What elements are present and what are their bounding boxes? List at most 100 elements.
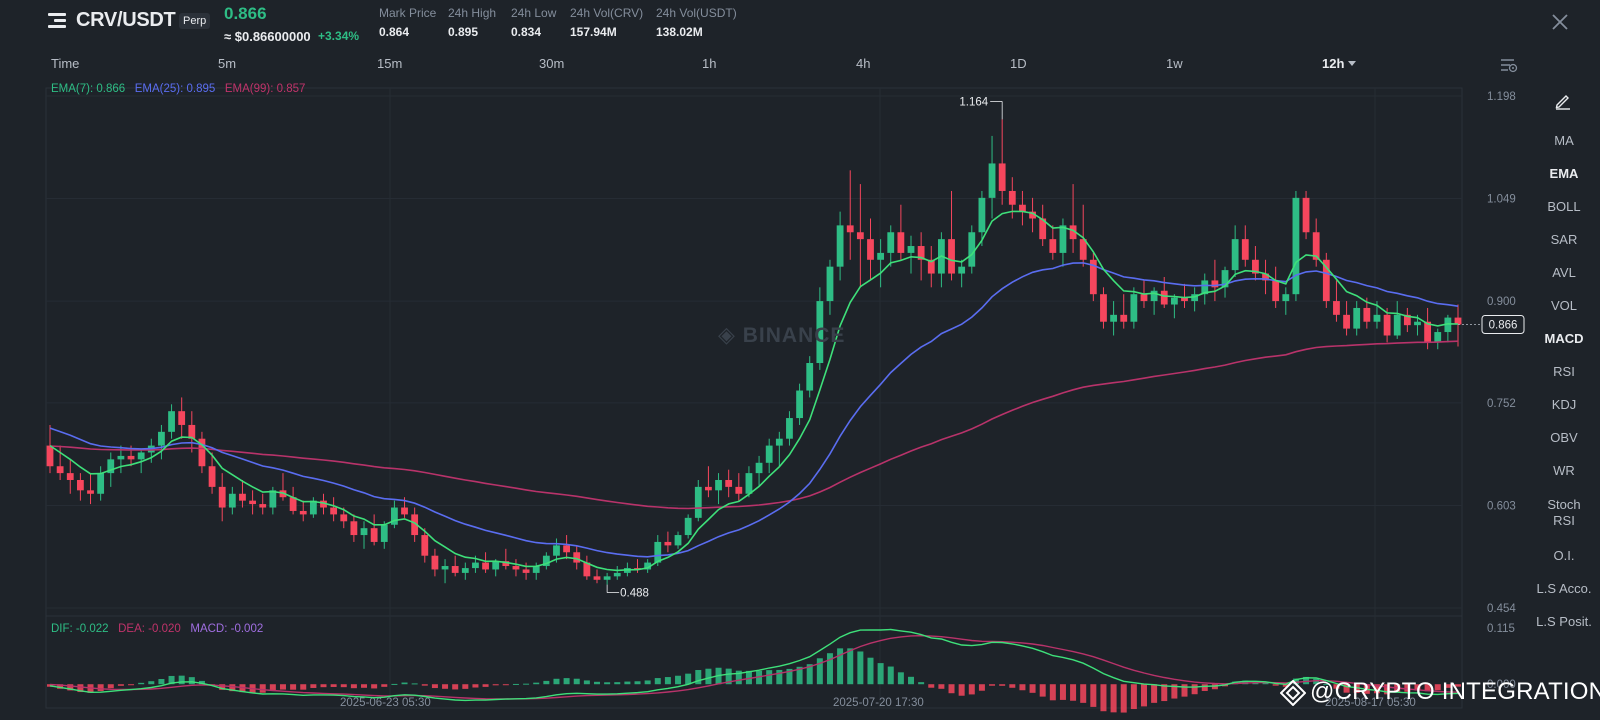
tab-4h[interactable]: 4h xyxy=(856,56,871,71)
macd-histogram-bar xyxy=(766,670,773,685)
indicator-sar[interactable]: SAR xyxy=(1550,232,1578,247)
indicator-stoch-rsi[interactable]: Stoch RSI xyxy=(1547,497,1581,528)
macd-histogram-bar xyxy=(472,684,479,688)
macd-histogram-bar xyxy=(1009,684,1016,688)
tab-15m[interactable]: 15m xyxy=(377,56,403,71)
time-axis-label: 2025-06-23 05:30 xyxy=(340,697,431,709)
candle-body xyxy=(228,493,236,508)
stat-label: 24h Vol(USDT) xyxy=(656,6,737,20)
macd-histogram-bar xyxy=(1333,684,1340,689)
indicator-rsi[interactable]: RSI xyxy=(1553,364,1575,379)
tab-time[interactable]: Time xyxy=(51,56,80,71)
macd-histogram-bar xyxy=(1353,684,1360,693)
tab-12h-selected[interactable]: 12h xyxy=(1322,56,1357,71)
indicator-avl[interactable]: AVL xyxy=(1552,265,1576,280)
menu-icon[interactable] xyxy=(48,12,68,30)
macd-histogram-bar xyxy=(107,684,114,689)
macd-histogram-bar xyxy=(685,673,692,685)
indicator-kdj[interactable]: KDJ xyxy=(1551,397,1577,412)
stat-mark-price: Mark Price 0.864 xyxy=(379,6,436,39)
indicator-obv[interactable]: OBV xyxy=(1550,430,1578,445)
macd-histogram-bar xyxy=(695,670,702,685)
candle-body xyxy=(1181,297,1188,302)
indicator-ema[interactable]: EMA xyxy=(1549,166,1579,181)
indicator-oi[interactable]: O.I. xyxy=(1553,548,1575,563)
macd-histogram-bar xyxy=(482,684,489,687)
tab-5m[interactable]: 5m xyxy=(218,56,237,71)
macd-histogram-bar xyxy=(1181,684,1188,697)
candle-body xyxy=(583,562,591,577)
stat-label: 24h High xyxy=(448,6,497,20)
indicator-macd[interactable]: MACD xyxy=(1544,331,1584,346)
macd-histogram-bar xyxy=(502,684,509,686)
timeframe-bar: Time 5m 15m 30m 1h 4h 1D 1w 12h xyxy=(0,52,1600,76)
macd-histogram-bar xyxy=(745,670,752,685)
candle-body xyxy=(502,561,510,567)
indicator-ls-positions[interactable]: L.S Posit. xyxy=(1536,614,1592,629)
candle-body xyxy=(107,459,115,474)
candle-body xyxy=(1272,280,1280,302)
candle-body xyxy=(1373,314,1381,322)
candle-body xyxy=(887,232,895,253)
stat-value: 0.895 xyxy=(448,25,479,39)
candle-body xyxy=(1079,239,1087,260)
candle-body xyxy=(1231,239,1239,271)
ema7-line xyxy=(49,210,1459,572)
candle-body xyxy=(694,486,702,518)
dea-legend: DEA: -0.020 xyxy=(118,623,181,635)
macd-histogram-bar xyxy=(330,684,337,687)
candle-body xyxy=(796,390,803,419)
macd-histogram-bar xyxy=(279,684,286,690)
candle-body xyxy=(482,562,489,570)
pen-icon[interactable] xyxy=(1554,92,1572,110)
macd-histogram-bar xyxy=(1303,676,1310,685)
indicator-vol[interactable]: VOL xyxy=(1550,298,1577,313)
macd-histogram-bar xyxy=(77,684,84,693)
ema25-line xyxy=(49,262,1459,558)
macd-histogram-bar xyxy=(178,675,185,685)
close-icon[interactable] xyxy=(1550,12,1570,32)
watermark-text: BINANCE xyxy=(742,324,846,347)
macd-histogram-bar xyxy=(908,676,915,685)
indicator-wr[interactable]: WR xyxy=(1553,463,1575,478)
candle-body xyxy=(1059,225,1067,253)
macd-histogram-bar xyxy=(269,684,276,691)
candle-body xyxy=(745,473,753,494)
macd-histogram-bar xyxy=(1373,684,1380,694)
tab-1w[interactable]: 1w xyxy=(1166,56,1183,71)
macd-histogram-bar xyxy=(705,668,712,685)
macd-histogram-bar xyxy=(1059,684,1066,700)
chart-settings-icon[interactable] xyxy=(1500,57,1518,73)
promo-watermark-text: @CRYPTO INTEGRATION xyxy=(1310,678,1600,705)
tab-30m[interactable]: 30m xyxy=(539,56,565,71)
candle-body xyxy=(76,480,84,491)
candle-body xyxy=(1160,290,1168,305)
candle-body xyxy=(137,452,145,460)
tab-1h[interactable]: 1h xyxy=(702,56,717,71)
candle-body xyxy=(1110,314,1117,322)
macd-histogram-bar xyxy=(796,666,803,685)
price-tick-label: 1.198 xyxy=(1487,91,1516,103)
candle-body xyxy=(1282,294,1290,302)
candle-body xyxy=(401,507,408,515)
candle-body xyxy=(1019,204,1026,212)
stat-label: 24h Vol(CRV) xyxy=(570,6,644,20)
indicator-ma[interactable]: MA xyxy=(1554,133,1574,148)
macd-histogram-bar xyxy=(188,677,195,685)
tab-1d[interactable]: 1D xyxy=(1010,56,1027,71)
candle-body xyxy=(46,445,54,467)
indicator-boll[interactable]: BOLL xyxy=(1547,199,1581,214)
macd-histogram-bar xyxy=(806,664,813,685)
candle-body xyxy=(451,566,459,573)
indicator-ls-accounts[interactable]: L.S Acco. xyxy=(1536,581,1592,596)
macd-histogram-bar xyxy=(117,684,124,686)
candle-body xyxy=(1363,307,1371,322)
pair-symbol[interactable]: CRV/USDT xyxy=(76,9,176,31)
candle-body xyxy=(198,438,206,467)
candle-body xyxy=(634,568,641,570)
macd-histogram-bar xyxy=(664,677,671,685)
macd-histogram-bar xyxy=(1424,684,1431,692)
candle-body xyxy=(1241,239,1249,260)
macd-histogram-bar xyxy=(1120,684,1127,713)
